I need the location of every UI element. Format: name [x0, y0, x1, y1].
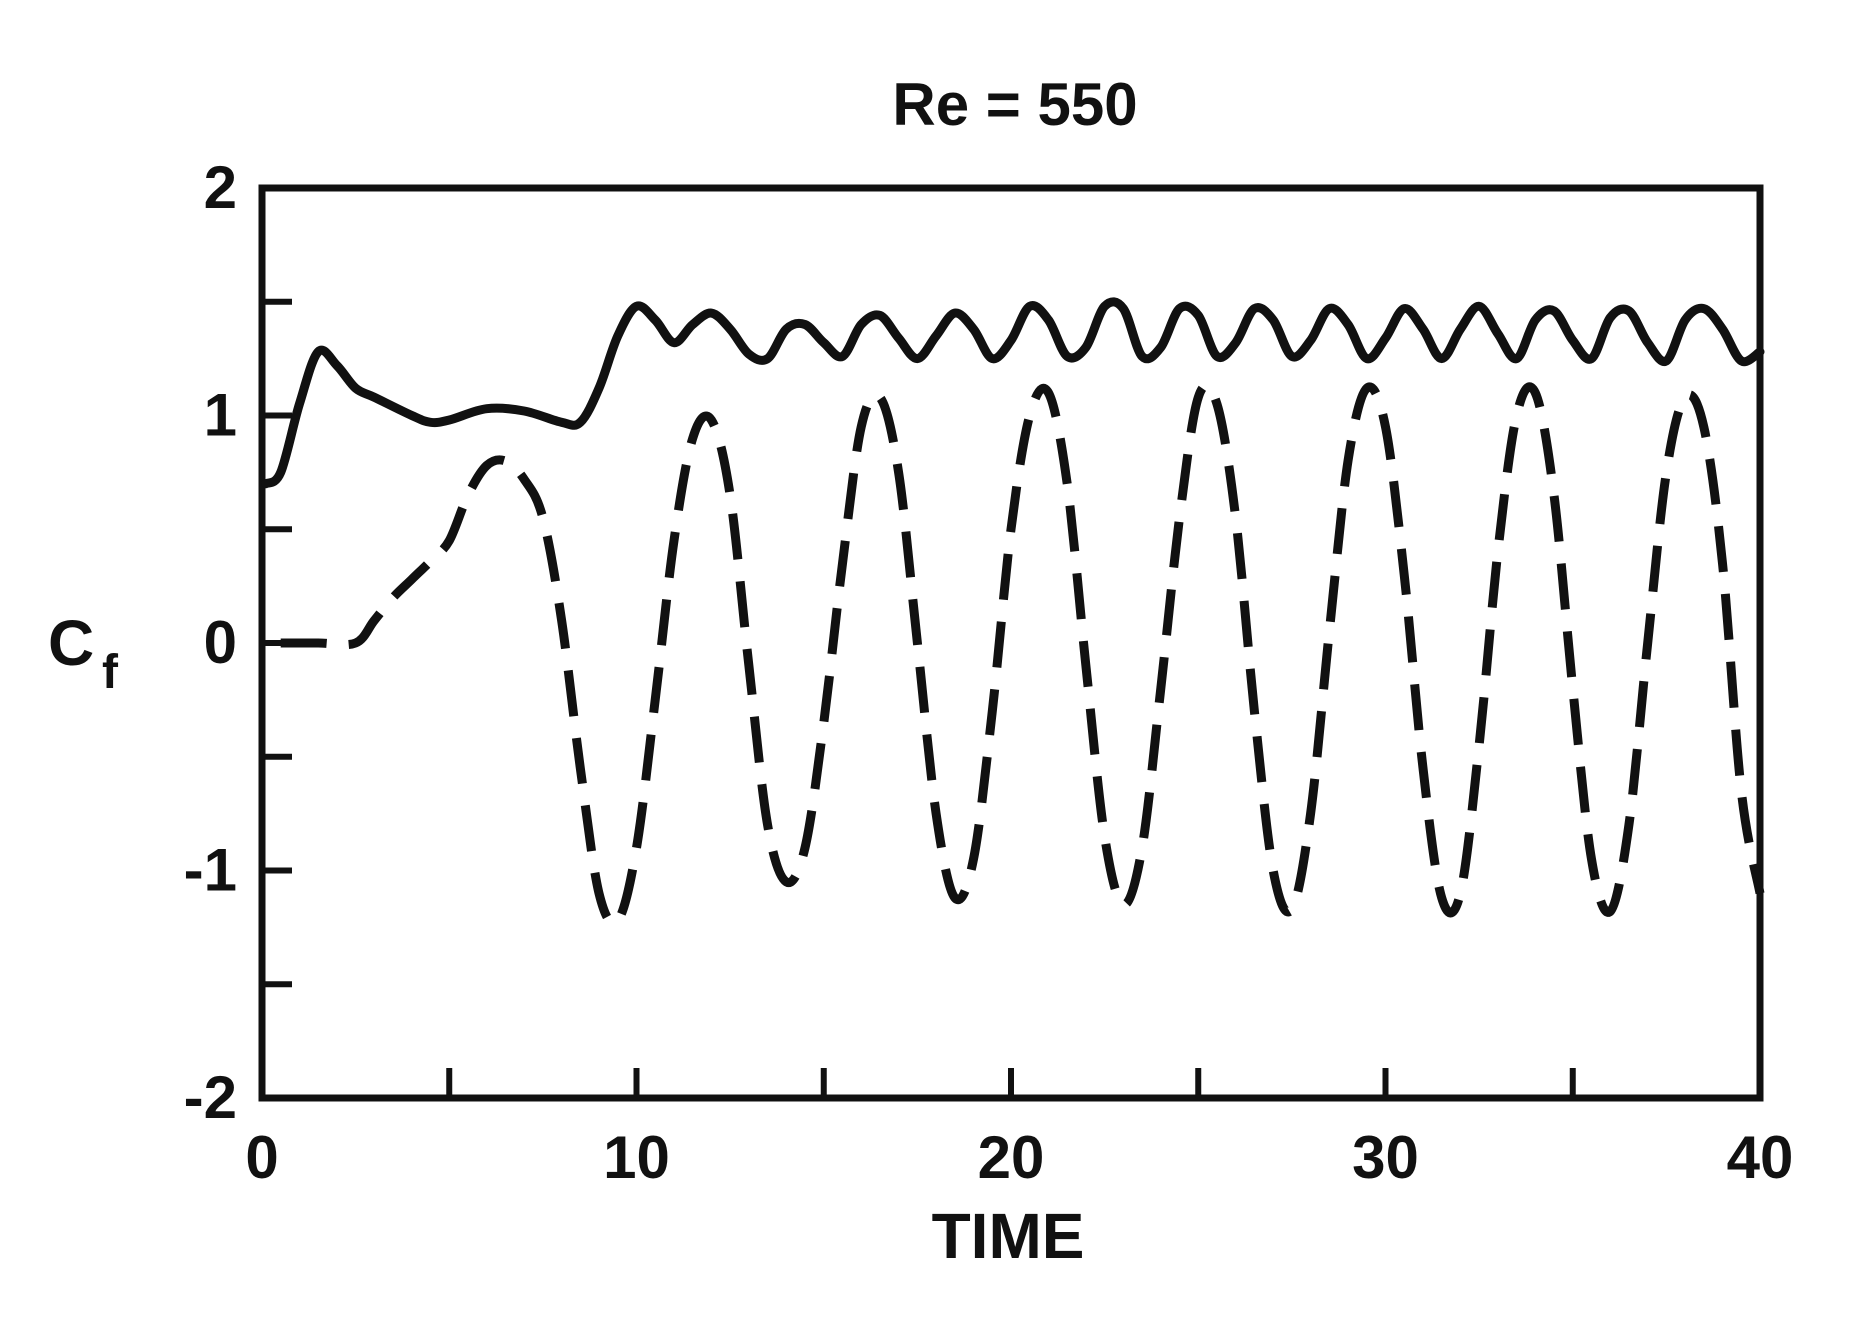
series-line-solid	[261, 297, 1765, 489]
y-axis-label: C f	[48, 607, 119, 699]
x-tick-label: 20	[978, 1124, 1045, 1191]
series-layer	[261, 297, 1765, 928]
y-tick-label: 1	[204, 382, 237, 449]
x-tick-label: 10	[603, 1124, 670, 1191]
x-tick-label: 30	[1352, 1124, 1419, 1191]
y-tick-label: 0	[204, 609, 237, 676]
x-tick-label: 40	[1727, 1124, 1794, 1191]
y-tick-label: -1	[184, 837, 237, 904]
axis-ticks	[259, 185, 1763, 1101]
y-tick-label: 2	[204, 154, 237, 221]
axis-tick-labels: 0 10 20 30 40 -2 -1 0 1 2	[184, 154, 1794, 1191]
chart-title: Re = 550	[892, 71, 1137, 138]
x-axis-label: TIME	[932, 1200, 1085, 1272]
y-tick-label: -2	[184, 1064, 237, 1131]
series-line-dashed	[280, 381, 1765, 928]
y-axis-label-subscript: f	[102, 646, 119, 699]
x-tick-label: 0	[245, 1124, 278, 1191]
y-axis-label-main: C	[48, 607, 94, 679]
